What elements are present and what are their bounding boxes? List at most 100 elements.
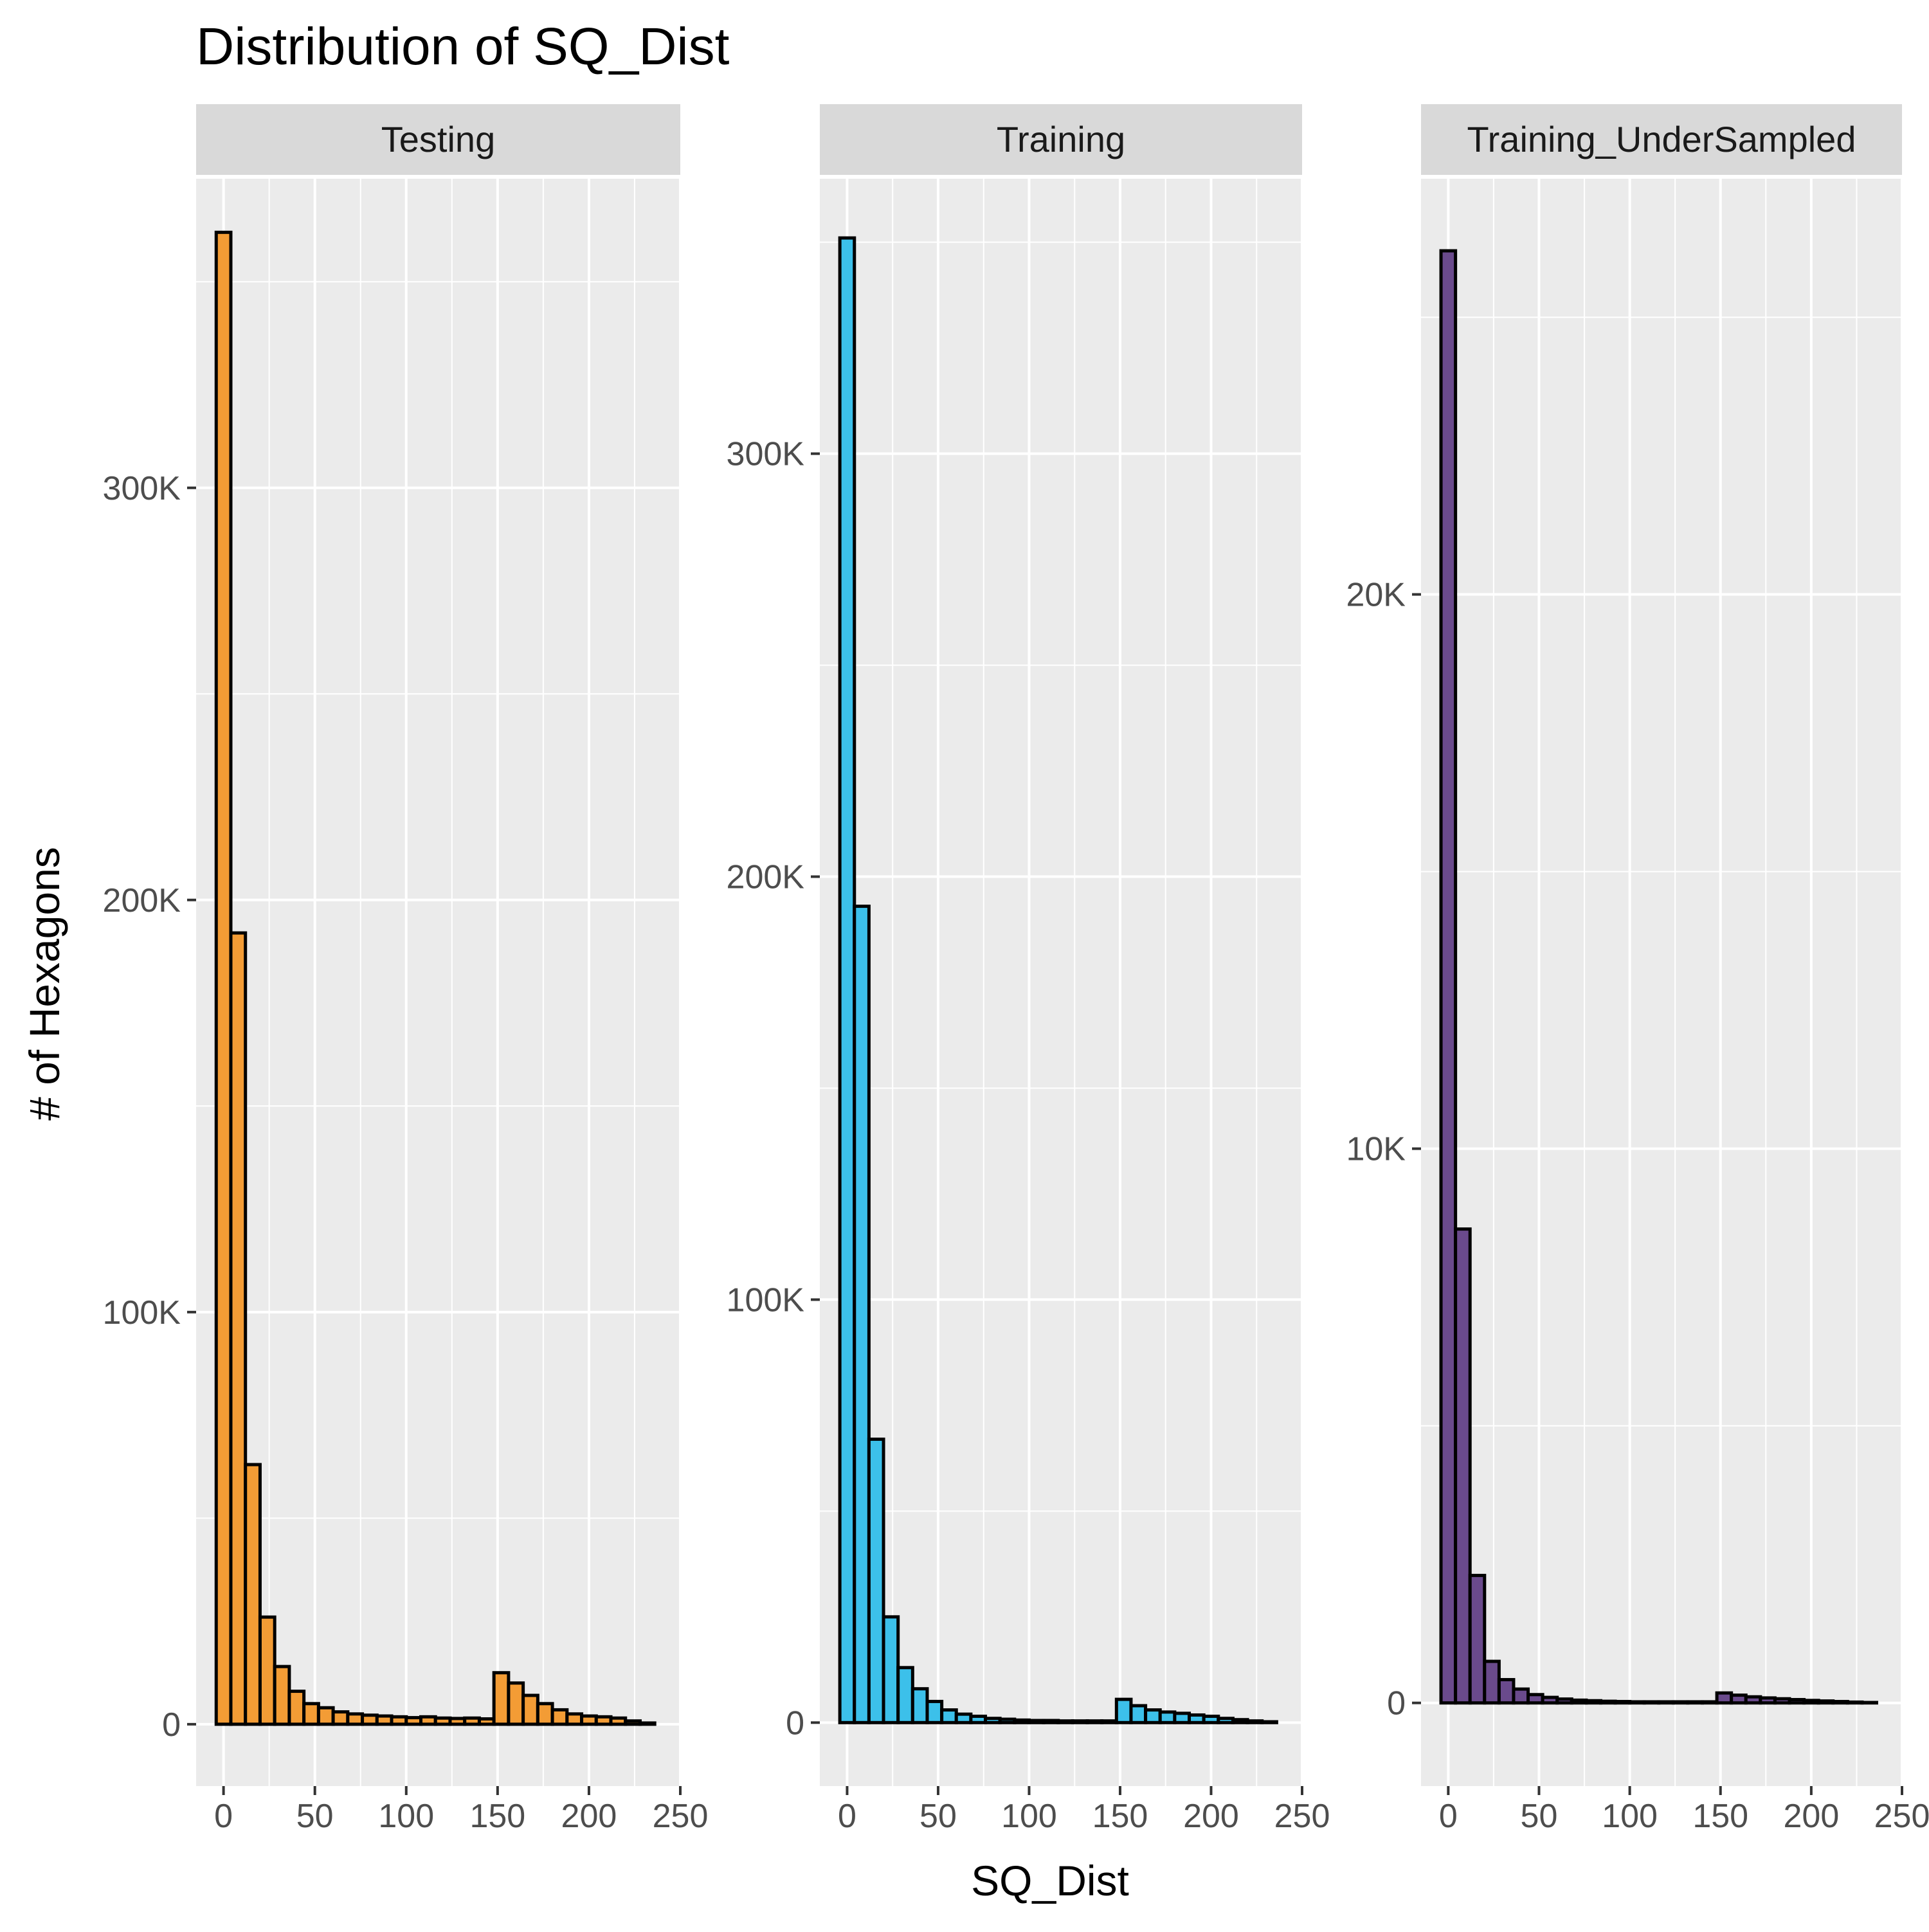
y-tick-label: 10K [1346,1131,1406,1168]
histogram-bar [433,1716,452,1726]
y-tick-label: 200K [727,859,805,896]
histogram-bar [229,931,248,1726]
facet-strip [1421,104,1902,175]
facet-strip [196,104,680,175]
facet-strip [820,104,1302,175]
x-tick-label: 200 [561,1798,617,1835]
histogram-bar [1483,1659,1501,1705]
histogram-bar [1526,1693,1544,1705]
histogram-bar [1541,1695,1559,1705]
y-tick-label: 0 [1387,1685,1406,1722]
y-tick-label: 100K [103,1294,181,1332]
x-tick-label: 0 [1439,1798,1458,1835]
histogram-bar [969,1714,988,1724]
histogram-bar [1013,1718,1031,1724]
histogram-bar [273,1665,291,1726]
facet-strip-label: Training_UnderSampled [1467,119,1856,159]
histogram-bar [1100,1719,1118,1724]
histogram-bar [638,1721,657,1726]
histogram-bar [1570,1698,1588,1705]
histogram-bar [404,1716,423,1726]
histogram-bar [1701,1700,1719,1705]
histogram-bar [998,1717,1017,1724]
x-tick-label: 150 [469,1798,525,1835]
histogram-bar [1454,1227,1472,1705]
histogram-bar [1144,1708,1162,1724]
y-axis-title: # of Hexagons [21,847,68,1121]
histogram-bar [896,1666,914,1724]
histogram-bar [492,1671,511,1726]
histogram-bar [1085,1719,1104,1724]
panel-background [820,179,1302,1786]
histogram-bars [1439,249,1878,1705]
histogram-bar [580,1714,598,1726]
y-tick-label: 0 [786,1704,804,1742]
histogram-bar [867,1438,885,1724]
histogram-bar [1468,1573,1487,1705]
histogram-bar [1730,1693,1748,1705]
histogram-bar [1802,1699,1820,1705]
histogram-bar [244,1463,262,1726]
histogram-bar [521,1693,539,1726]
x-tick-label: 100 [378,1798,434,1835]
histogram-bar [565,1712,584,1726]
histogram-bar [1759,1696,1777,1705]
histogram-bar [925,1699,944,1724]
histogram-bar [507,1681,525,1726]
y-tick-label: 200K [103,882,181,919]
histogram-bar [1188,1713,1206,1724]
x-tick-label: 100 [1602,1798,1658,1835]
histogram-bar [287,1690,306,1726]
x-tick-label: 250 [653,1798,709,1835]
x-tick-label: 100 [1001,1798,1057,1835]
histogram-bar [1816,1699,1835,1705]
histogram-bar [448,1717,467,1726]
histogram-bar [361,1713,379,1726]
histogram-bar [477,1717,496,1726]
panel-background [1421,179,1902,1786]
histogram-bar [882,1615,900,1724]
histogram-bar [954,1712,973,1724]
histogram-bar [1056,1719,1074,1724]
x-tick-label: 250 [1874,1798,1929,1835]
x-tick-label: 150 [1692,1798,1748,1835]
y-tick-label: 300K [103,470,181,507]
histogram-bar [838,236,856,1724]
x-tick-label: 200 [1183,1798,1239,1835]
histogram-bar [302,1702,320,1726]
histogram-bar [594,1715,613,1726]
facet-training: Training 0 100K 200K 300K 0 50 100 150 200 250 [727,104,1330,1835]
x-tick-label: 50 [1521,1798,1558,1835]
histogram-bar [1613,1700,1632,1705]
histogram-bar [1744,1695,1762,1705]
histogram-bar [609,1716,628,1726]
histogram-bar [1686,1700,1705,1705]
facet-testing: Testing 0 100K 200K 300K 0 50 100 150 200 250 [103,104,709,1835]
facet-strip-label: Training [997,119,1125,159]
x-tick-label: 50 [296,1798,334,1835]
histogram-bar [258,1615,276,1726]
histogram-bar [316,1706,335,1726]
histogram-bar [390,1715,408,1726]
x-tick-label: 0 [838,1798,856,1835]
histogram-bar [1217,1717,1235,1724]
histogram-bar [1245,1719,1264,1724]
histogram-bars [838,236,1278,1724]
histogram-bar [1027,1719,1046,1724]
histogram-bar [1831,1700,1849,1705]
histogram-bar [1512,1687,1530,1705]
x-tick-label: 50 [919,1798,957,1835]
x-tick-label: 150 [1092,1798,1148,1835]
histogram-bar [1584,1699,1602,1705]
y-tick-label: 0 [162,1706,181,1744]
histogram-bar [984,1717,1002,1724]
y-tick-label: 100K [727,1281,805,1319]
histogram-bar [1497,1677,1516,1705]
histogram-bar [1671,1700,1690,1705]
histogram-bar [1158,1710,1177,1724]
histogram-bar [624,1719,642,1726]
histogram-bar [1114,1697,1133,1724]
histogram-bar [1715,1691,1734,1705]
